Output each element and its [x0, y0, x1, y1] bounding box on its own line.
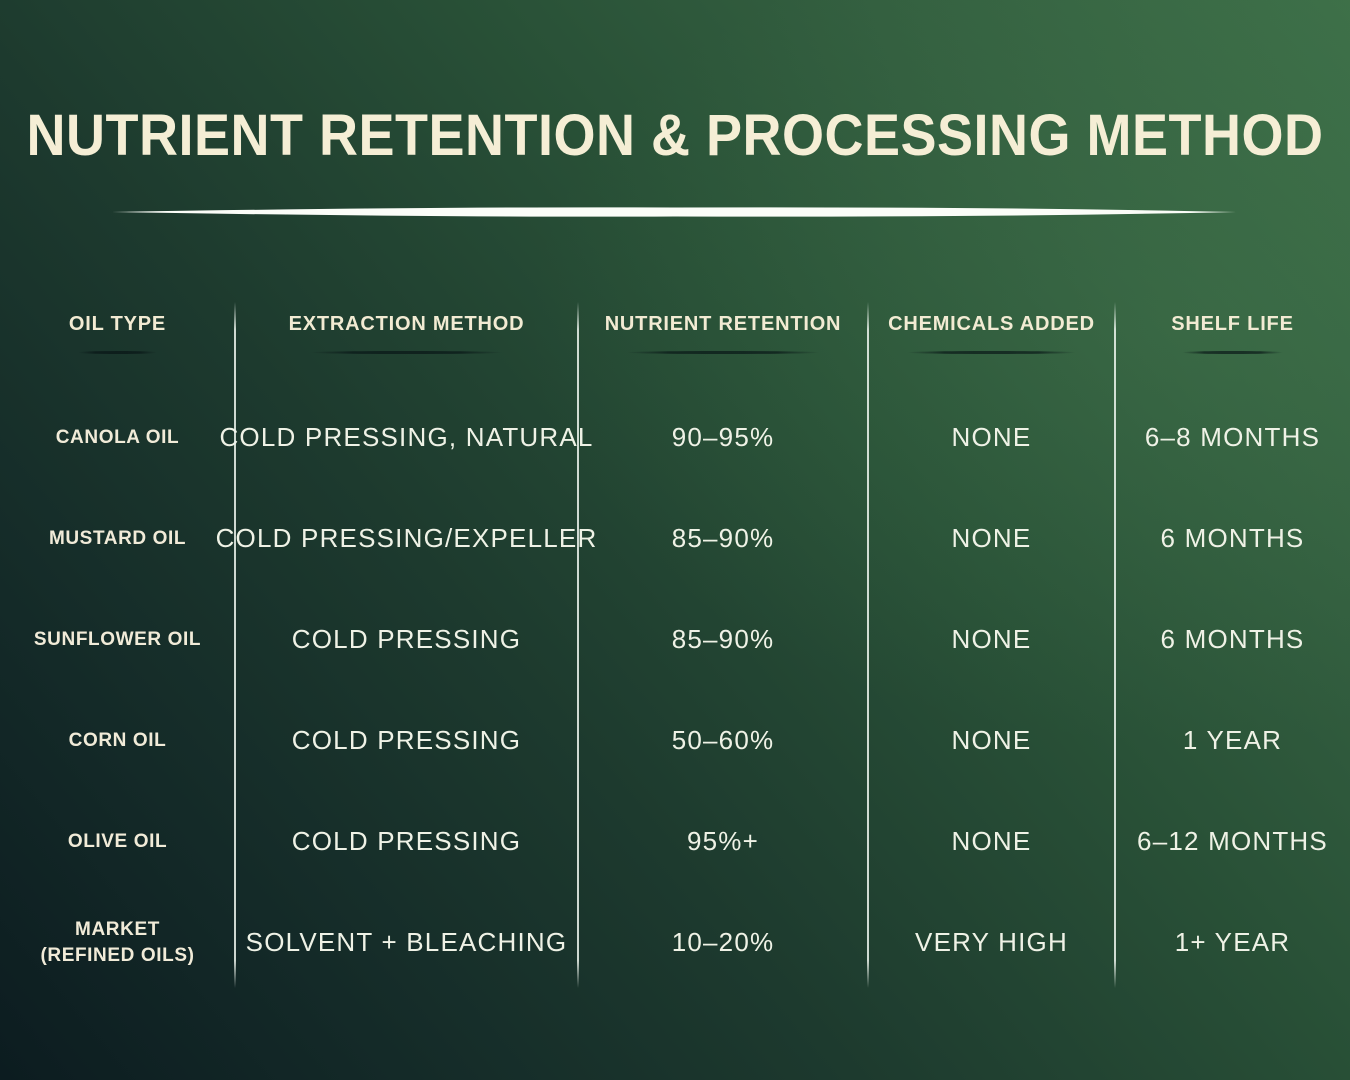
- shelf-life-cell: 6–12 MONTHS: [1115, 791, 1350, 892]
- oil-name: SUNFLOWER OIL: [33, 628, 202, 650]
- header-underline: [1182, 351, 1283, 354]
- nutrient-retention-value: 85–90%: [671, 624, 775, 654]
- nutrient-retention-value: 50–60%: [671, 725, 775, 755]
- shelf-life-value: 1+ YEAR: [1174, 927, 1291, 957]
- header-underline: [77, 351, 158, 354]
- shelf-life-cell: 6–8 MONTHS: [1115, 387, 1350, 488]
- shelf-life-cell: 6 MONTHS: [1115, 589, 1350, 690]
- extraction-method-value: COLD PRESSING: [291, 725, 522, 755]
- shelf-life-cell: 1 YEAR: [1115, 690, 1350, 791]
- brush-stroke-divider: [112, 207, 1236, 217]
- header-label: CHEMICALS ADDED: [888, 313, 1095, 335]
- oil-name: OLIVE OIL: [67, 830, 168, 852]
- shelf-life-value: 6 MONTHS: [1160, 523, 1305, 553]
- chemicals-added-value: NONE: [951, 422, 1032, 452]
- header-inner: SHELF LIFE: [1171, 313, 1293, 354]
- nutrient-retention-cell: 85–90%: [578, 589, 868, 690]
- header-label: EXTRACTION METHOD: [288, 313, 525, 335]
- shelf-life-cell: 6 MONTHS: [1115, 488, 1350, 589]
- extraction-method-cell: COLD PRESSING/EXPELLER: [216, 488, 597, 589]
- extraction-method-cell: COLD PRESSING: [235, 791, 578, 892]
- chemicals-added-value: VERY HIGH: [915, 927, 1068, 957]
- shelf-life-value: 6 MONTHS: [1160, 624, 1305, 654]
- column-header-extraction-method: EXTRACTION METHOD: [235, 297, 578, 387]
- oil-name: MARKET (REFINED OILS): [40, 918, 195, 966]
- oil-type-cell: CORN OIL: [0, 690, 235, 791]
- nutrient-retention-cell: 50–60%: [578, 690, 868, 791]
- chemicals-added-cell: NONE: [868, 387, 1115, 488]
- extraction-method-value: COLD PRESSING: [291, 826, 522, 856]
- column-header-oil-type: OIL TYPE: [0, 297, 235, 387]
- shelf-life-value: 6–8 MONTHS: [1144, 422, 1321, 452]
- shelf-life-value: 1 YEAR: [1182, 725, 1283, 755]
- shelf-life-value: 6–12 MONTHS: [1137, 826, 1328, 856]
- chemicals-added-cell: NONE: [868, 488, 1115, 589]
- column-header-nutrient-retention: NUTRIENT RETENTION: [578, 297, 868, 387]
- oil-type-cell: SUNFLOWER OIL: [0, 589, 235, 690]
- oil-name: CORN OIL: [68, 729, 167, 751]
- column-header-shelf-life: SHELF LIFE: [1115, 297, 1350, 387]
- header-label: SHELF LIFE: [1171, 313, 1294, 335]
- chemicals-added-value: NONE: [951, 725, 1032, 755]
- nutrient-retention-value: 85–90%: [671, 523, 775, 553]
- nutrient-retention-cell: 95%+: [578, 791, 868, 892]
- header-label: OIL TYPE: [68, 313, 167, 335]
- oil-name: MUSTARD OIL: [48, 527, 187, 549]
- oil-type-cell: CANOLA OIL: [0, 387, 235, 488]
- column-divider: [867, 302, 869, 988]
- nutrient-retention-value: 10–20%: [671, 927, 775, 957]
- chemicals-added-cell: NONE: [868, 690, 1115, 791]
- oil-type-cell: MARKET (REFINED OILS): [0, 892, 235, 993]
- oil-name: CANOLA OIL: [55, 426, 180, 448]
- nutrient-retention-cell: 10–20%: [578, 892, 868, 993]
- extraction-method-cell: COLD PRESSING, NATURAL: [219, 387, 592, 488]
- extraction-method-cell: COLD PRESSING: [235, 589, 578, 690]
- extraction-method-cell: SOLVENT + BLEACHING: [235, 892, 578, 993]
- shelf-life-cell: 1+ YEAR: [1115, 892, 1350, 993]
- chemicals-added-value: NONE: [951, 826, 1032, 856]
- nutrient-retention-cell: 85–90%: [578, 488, 868, 589]
- header-inner: OIL TYPE: [69, 313, 166, 354]
- header-underline: [625, 351, 821, 354]
- header-underline: [309, 351, 504, 354]
- chemicals-added-cell: NONE: [868, 589, 1115, 690]
- nutrient-retention-value: 90–95%: [671, 422, 775, 452]
- column-divider: [234, 302, 236, 988]
- header-inner: NUTRIENT RETENTION: [605, 313, 842, 354]
- column-divider: [577, 302, 579, 988]
- oil-type-cell: MUSTARD OIL: [0, 488, 235, 589]
- extraction-method-value: COLD PRESSING, NATURAL: [219, 422, 594, 452]
- header-inner: EXTRACTION METHOD: [289, 313, 525, 354]
- extraction-method-value: COLD PRESSING: [291, 624, 522, 654]
- column-divider: [1114, 302, 1116, 988]
- page-title: NUTRIENT RETENTION & PROCESSING METHOD: [26, 103, 1324, 168]
- extraction-method-value: COLD PRESSING/EXPELLER: [215, 523, 598, 553]
- oil-comparison-table: OIL TYPE EXTRACTION METHOD NUTRIENT RETE…: [0, 297, 1350, 993]
- extraction-method-cell: COLD PRESSING: [235, 690, 578, 791]
- header-underline: [906, 351, 1077, 354]
- header-inner: CHEMICALS ADDED: [888, 313, 1095, 354]
- extraction-method-value: SOLVENT + BLEACHING: [245, 927, 568, 957]
- chemicals-added-cell: VERY HIGH: [868, 892, 1115, 993]
- oil-type-cell: OLIVE OIL: [0, 791, 235, 892]
- column-header-chemicals-added: CHEMICALS ADDED: [868, 297, 1115, 387]
- nutrient-retention-cell: 90–95%: [578, 387, 868, 488]
- header-label: NUTRIENT RETENTION: [604, 313, 842, 335]
- chemicals-added-value: NONE: [951, 523, 1032, 553]
- chemicals-added-value: NONE: [951, 624, 1032, 654]
- nutrient-retention-value: 95%+: [686, 826, 760, 856]
- chemicals-added-cell: NONE: [868, 791, 1115, 892]
